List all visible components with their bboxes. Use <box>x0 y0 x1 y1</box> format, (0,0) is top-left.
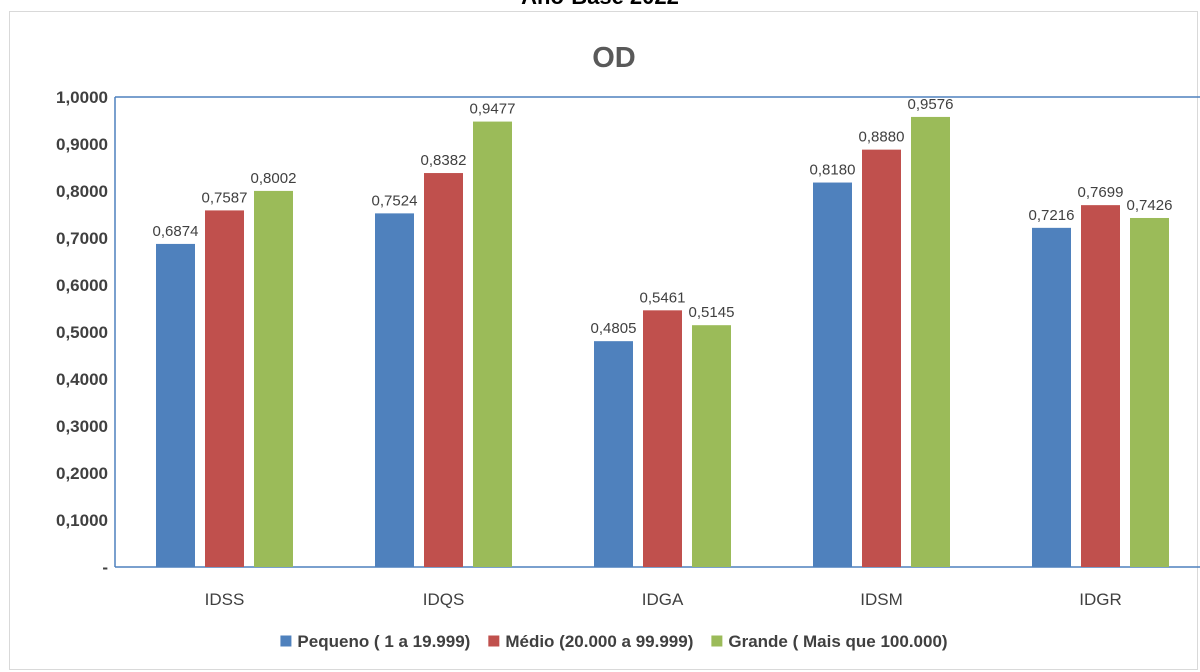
y-tick-label: 0,3000 <box>56 417 108 436</box>
y-tick-label: 0,4000 <box>56 370 108 389</box>
x-category-label: IDGA <box>642 590 684 609</box>
bar <box>643 310 682 567</box>
data-label: 0,5145 <box>689 304 735 321</box>
data-label: 0,4805 <box>591 320 637 337</box>
legend-swatch <box>711 635 723 647</box>
y-tick-label: 0,6000 <box>56 276 108 295</box>
legend-label: Grande ( Mais que 100.000) <box>728 632 947 651</box>
data-label: 0,7587 <box>202 189 248 206</box>
legend-swatch <box>280 635 292 647</box>
y-tick-label: 1,0000 <box>56 88 108 107</box>
bar <box>205 210 244 567</box>
page-top-title: Ano-Base 2022 <box>0 0 1200 10</box>
data-label: 0,7426 <box>1127 197 1173 214</box>
x-category-label: IDGR <box>1079 590 1122 609</box>
data-label: 0,7699 <box>1078 184 1124 201</box>
plot-area: - 0,1000 0,2000 0,3000 0,4000 0,5000 0,6000 0,7… <box>56 88 1200 609</box>
bar <box>1081 205 1120 567</box>
bar <box>424 173 463 567</box>
data-label: 0,8880 <box>859 129 905 146</box>
y-tick-label: 0,9000 <box>56 135 108 154</box>
bar <box>473 121 512 568</box>
legend-item: Pequeno ( 1 a 19.999) <box>280 632 470 651</box>
data-label: 0,5461 <box>640 289 686 306</box>
bar <box>156 243 195 567</box>
bar <box>594 341 633 567</box>
data-label: 0,8002 <box>251 170 297 187</box>
data-label: 0,7524 <box>372 192 418 209</box>
legend-label: Médio (20.000 a 99.999) <box>505 632 693 651</box>
y-tick-label: 0,1000 <box>56 511 108 530</box>
bar <box>1130 217 1169 567</box>
y-tick-label: 0,2000 <box>56 464 108 483</box>
bar <box>813 182 852 568</box>
x-category-label: IDSS <box>205 590 245 609</box>
y-tick-label: 0,7000 <box>56 229 108 248</box>
legend-swatch <box>488 635 500 647</box>
data-label: 0,7216 <box>1029 207 1075 224</box>
chart-title: OD <box>592 42 636 74</box>
y-tick-label: 0,8000 <box>56 182 108 201</box>
legend-item: Médio (20.000 a 99.999) <box>488 632 693 651</box>
legend-label: Pequeno ( 1 a 19.999) <box>297 632 470 651</box>
data-label: 0,8180 <box>810 162 856 179</box>
y-tick-label: - <box>102 558 108 577</box>
x-category-label: IDSM <box>860 590 903 609</box>
bar <box>375 213 414 567</box>
bar <box>862 149 901 567</box>
bar <box>911 116 950 567</box>
legend: Pequeno ( 1 a 19.999) Médio (20.000 a 99.… <box>280 632 948 651</box>
x-category-label: IDQS <box>423 590 465 609</box>
bar <box>254 190 293 567</box>
data-label: 0,8382 <box>421 152 467 169</box>
bar <box>1032 227 1071 567</box>
y-tick-label: 0,5000 <box>56 323 108 342</box>
data-label: 0,9477 <box>470 101 516 118</box>
legend-item: Grande ( Mais que 100.000) <box>711 632 948 651</box>
data-label: 0,6874 <box>153 223 199 240</box>
bar <box>692 325 731 567</box>
data-label: 0,9576 <box>908 96 954 113</box>
